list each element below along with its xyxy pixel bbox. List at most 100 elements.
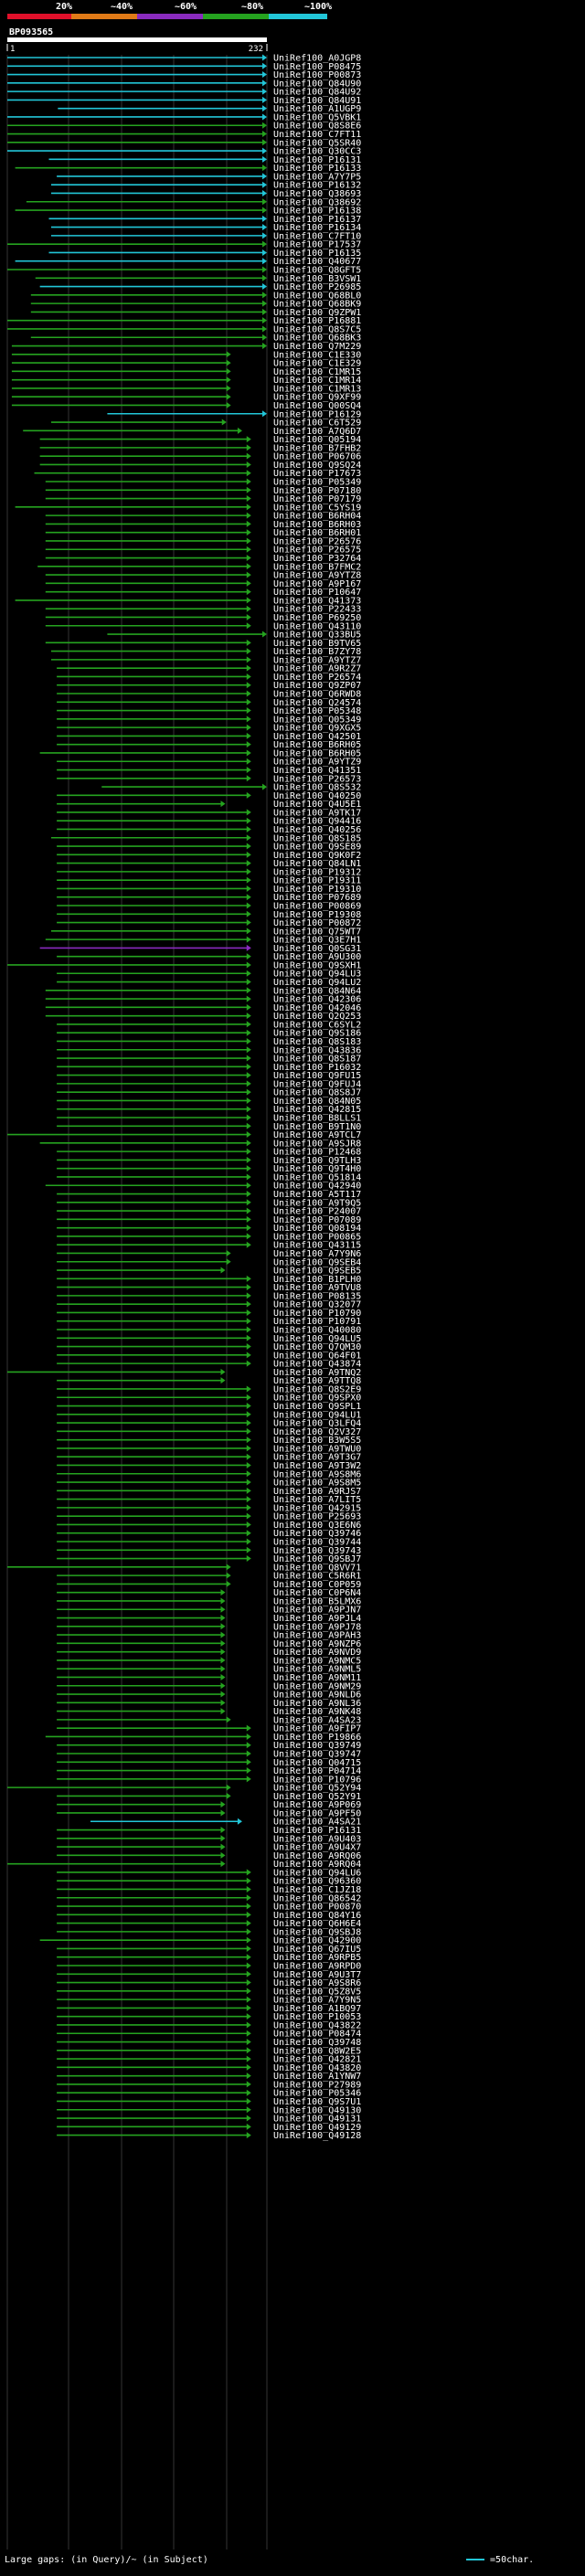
hit-arrow bbox=[262, 317, 267, 324]
hit-label: UniRef100_P69250 bbox=[273, 613, 361, 623]
hit-arrow bbox=[246, 1233, 251, 1240]
hit-arrow bbox=[226, 1564, 231, 1571]
hit-label: UniRef100_Q0SG31 bbox=[273, 944, 361, 954]
hit-arrow bbox=[226, 1572, 231, 1579]
hit-arrow bbox=[246, 749, 251, 757]
hit-arrow bbox=[220, 800, 226, 808]
hit-label: UniRef100_A9U300 bbox=[273, 952, 361, 962]
hit-label: UniRef100_C1MR14 bbox=[273, 376, 361, 386]
hit-label: UniRef100_A7Q6D7 bbox=[273, 427, 361, 437]
hit-arrow bbox=[262, 139, 267, 146]
hit-arrow bbox=[246, 1343, 251, 1351]
hit-arrow bbox=[226, 1580, 231, 1587]
hit-label: UniRef100_A9RQ06 bbox=[273, 1851, 361, 1861]
hit-arrow bbox=[226, 376, 231, 384]
hit-label: UniRef100_Q9SQ24 bbox=[273, 461, 361, 471]
hit-label: UniRef100_Q8GFT5 bbox=[273, 266, 361, 276]
hit-label: UniRef100_A9SJR8 bbox=[273, 1139, 361, 1149]
hit-arrow bbox=[246, 1403, 251, 1410]
hit-arrow bbox=[246, 1165, 251, 1172]
legend-color-orange bbox=[71, 14, 137, 19]
hit-arrow bbox=[246, 1979, 251, 1987]
hit-label: UniRef100_P19866 bbox=[273, 1733, 361, 1743]
hit-arrow bbox=[226, 1716, 231, 1723]
hit-label: UniRef100_Q24574 bbox=[273, 698, 361, 708]
hit-arrow bbox=[220, 1827, 226, 1834]
hit-arrow bbox=[246, 648, 251, 655]
hit-arrow bbox=[246, 741, 251, 748]
hit-label: UniRef100_Q5SR40 bbox=[273, 138, 361, 148]
hit-arrow bbox=[246, 529, 251, 536]
hit-label: UniRef100_C0P6N4 bbox=[273, 1588, 361, 1598]
hit-arrow bbox=[246, 758, 251, 765]
hit-label: UniRef100_C1JZ18 bbox=[273, 1885, 361, 1895]
hit-arrow bbox=[220, 1631, 226, 1638]
hit-label: UniRef100_Q96360 bbox=[273, 1877, 361, 1887]
hit-arrow bbox=[246, 597, 251, 604]
hit-arrow bbox=[246, 1461, 251, 1468]
hit-label: UniRef100_Q00SQ4 bbox=[273, 401, 361, 411]
hit-arrow bbox=[246, 1894, 251, 1902]
hit-label: UniRef100_P16133 bbox=[273, 164, 361, 174]
hit-label: UniRef100_P08135 bbox=[273, 1291, 361, 1301]
hit-arrow bbox=[246, 1029, 251, 1036]
hit-label: UniRef100_P16137 bbox=[273, 215, 361, 225]
hit-arrow bbox=[262, 240, 267, 248]
hit-label: UniRef100_Q49131 bbox=[273, 2115, 361, 2125]
hit-arrow bbox=[262, 122, 267, 129]
hit-arrow bbox=[246, 444, 251, 451]
hit-arrow bbox=[226, 359, 231, 366]
hit-label: UniRef100_Q41373 bbox=[273, 596, 361, 606]
hit-label: UniRef100_A9RPD0 bbox=[273, 1962, 361, 1972]
hit-label: UniRef100_P10053 bbox=[273, 2012, 361, 2022]
hit-label: UniRef100_B6RH01 bbox=[273, 528, 361, 538]
hit-label: UniRef100_Q40250 bbox=[273, 791, 361, 801]
hit-arrow bbox=[220, 1843, 226, 1850]
hit-label: UniRef100_P04714 bbox=[273, 1766, 361, 1776]
axis-end-label: 232 bbox=[249, 45, 263, 54]
hit-arrow bbox=[246, 1776, 251, 1783]
hit-label: UniRef100_P10796 bbox=[273, 1775, 361, 1785]
hit-arrow bbox=[246, 2132, 251, 2139]
hit-arrow bbox=[221, 419, 227, 426]
hit-label: UniRef100_Q84N64 bbox=[273, 986, 361, 996]
hit-arrow bbox=[246, 1037, 251, 1044]
hit-label: UniRef100_P06706 bbox=[273, 452, 361, 462]
hit-label: UniRef100_A9P069 bbox=[273, 1800, 361, 1810]
hit-label: UniRef100_B6RH04 bbox=[273, 512, 361, 522]
hit-arrow bbox=[246, 1156, 251, 1163]
hit-label: UniRef100_P16135 bbox=[273, 249, 361, 259]
hit-arrow bbox=[246, 605, 251, 612]
hit-arrow bbox=[220, 1699, 226, 1706]
hit-label: UniRef100_P16131 bbox=[273, 155, 361, 165]
hit-label: UniRef100_B9TV65 bbox=[273, 639, 361, 649]
hit-arrow bbox=[246, 1318, 251, 1325]
hit-arrow bbox=[262, 266, 267, 273]
hit-arrow bbox=[220, 1809, 226, 1817]
legend-label-60: ~60% bbox=[174, 2, 197, 12]
hit-label: UniRef100_A9T3G7 bbox=[273, 1453, 361, 1463]
hit-arrow bbox=[246, 1530, 251, 1537]
hit-arrow bbox=[246, 1512, 251, 1520]
hit-arrow bbox=[220, 1623, 226, 1630]
hit-arrow bbox=[246, 436, 251, 443]
hit-arrow bbox=[220, 1835, 226, 1842]
hit-arrow bbox=[220, 1368, 226, 1375]
hit-arrow bbox=[246, 1114, 251, 1121]
hit-label: UniRef100_Q40256 bbox=[273, 825, 361, 835]
hit-arrow bbox=[246, 1903, 251, 1910]
hit-label: UniRef100_Q84U91 bbox=[273, 96, 361, 106]
hit-label: UniRef100_A9TWU0 bbox=[273, 1444, 361, 1454]
hit-arrow bbox=[246, 1936, 251, 1944]
hit-arrow bbox=[246, 1334, 251, 1341]
hit-arrow bbox=[246, 1419, 251, 1426]
hit-label: UniRef100_A1UGP9 bbox=[273, 104, 361, 114]
hit-arrow bbox=[246, 817, 251, 824]
hit-arrow bbox=[246, 1284, 251, 1291]
scale-line bbox=[466, 2559, 484, 2560]
hit-arrow bbox=[262, 274, 267, 281]
hit-arrow bbox=[262, 283, 267, 291]
hit-arrow bbox=[246, 478, 251, 485]
hit-arrow bbox=[246, 1546, 251, 1553]
scale-text: =50char. bbox=[490, 2555, 535, 2565]
